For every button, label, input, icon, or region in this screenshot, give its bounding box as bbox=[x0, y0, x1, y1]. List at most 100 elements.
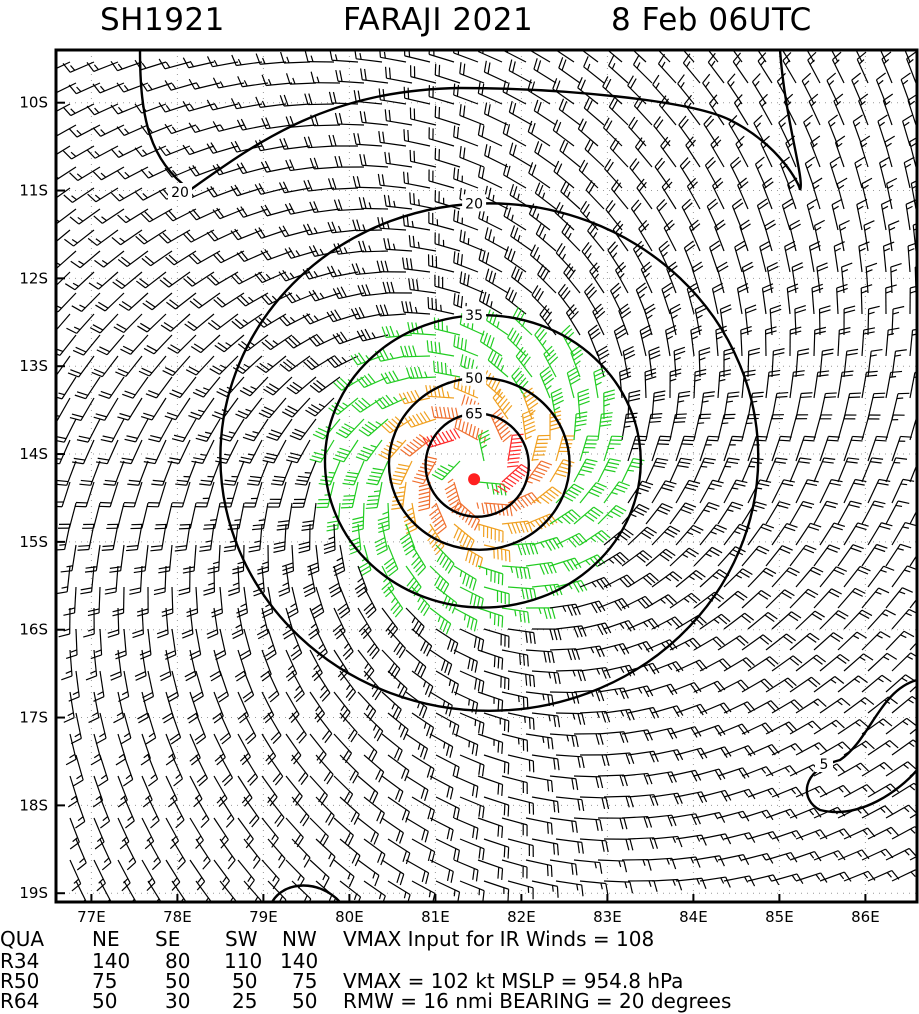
wind-barb bbox=[381, 859, 405, 886]
wind-barb bbox=[453, 167, 479, 189]
wind-barb bbox=[560, 181, 581, 210]
x-tick-label: 86E bbox=[851, 908, 880, 924]
wind-barb bbox=[147, 754, 159, 787]
wind-barb bbox=[384, 109, 413, 126]
wind-barb bbox=[837, 327, 851, 357]
wind-barb bbox=[171, 796, 185, 829]
wind-barb bbox=[549, 648, 581, 661]
wind-barb bbox=[795, 654, 827, 672]
wind-barb bbox=[699, 435, 720, 462]
wind-barb bbox=[151, 460, 173, 486]
wind-barb bbox=[630, 199, 647, 231]
wind-barb bbox=[95, 439, 119, 465]
wind-barb bbox=[907, 242, 917, 273]
wind-barb bbox=[285, 775, 303, 806]
wind-barb bbox=[703, 115, 719, 147]
wind-barb bbox=[483, 628, 510, 648]
wind-barb bbox=[453, 607, 478, 632]
wind-barb bbox=[577, 118, 599, 147]
wind-barb bbox=[867, 565, 895, 588]
wind-barb bbox=[867, 348, 883, 378]
wind-barb bbox=[503, 163, 527, 189]
wind-barb bbox=[905, 199, 917, 231]
wind-barb bbox=[819, 566, 848, 588]
wind-barb bbox=[185, 355, 215, 376]
wind-barb bbox=[79, 460, 101, 486]
wind-barb bbox=[57, 523, 71, 551]
wind-barb bbox=[358, 197, 389, 210]
wind-barb bbox=[92, 82, 125, 94]
wind-barb bbox=[549, 817, 578, 833]
wind-barb bbox=[425, 385, 455, 399]
wind-barb bbox=[110, 187, 143, 202]
wind-barb bbox=[171, 838, 186, 870]
wind-barb bbox=[651, 749, 684, 761]
stats-cell: 140 bbox=[92, 949, 131, 973]
wind-barb bbox=[304, 93, 335, 106]
wind-barb bbox=[87, 229, 119, 246]
wind-barb bbox=[206, 56, 239, 68]
wind-barb bbox=[477, 691, 504, 712]
wind-barb bbox=[285, 733, 302, 765]
wind-barb bbox=[813, 719, 845, 735]
wind-barb bbox=[778, 114, 791, 147]
wind-barb bbox=[795, 742, 828, 756]
wind-barb bbox=[903, 156, 915, 189]
wind-barb bbox=[181, 607, 194, 639]
wind-barb bbox=[212, 121, 245, 132]
wind-barb bbox=[509, 142, 533, 168]
wind-barb bbox=[747, 656, 779, 672]
wind-barb bbox=[651, 792, 683, 805]
wind-barb bbox=[608, 96, 629, 126]
wind-barb bbox=[525, 649, 555, 664]
wind-barb bbox=[405, 733, 429, 760]
wind-barb bbox=[326, 502, 341, 532]
wind-barb bbox=[484, 144, 509, 168]
wind-barb bbox=[704, 156, 719, 189]
wind-barb bbox=[207, 271, 239, 286]
wind-barb bbox=[215, 439, 239, 464]
wind-barb bbox=[158, 229, 191, 244]
wind-barb bbox=[891, 782, 917, 798]
wind-barb bbox=[699, 613, 731, 630]
wind-barb bbox=[184, 313, 215, 332]
wind-barb bbox=[230, 271, 263, 285]
wind-barb bbox=[813, 632, 844, 651]
wind-barb bbox=[507, 754, 535, 773]
wind-barb bbox=[109, 544, 125, 573]
wind-barb bbox=[529, 244, 551, 273]
wind-barb bbox=[231, 313, 263, 330]
wind-barb bbox=[833, 93, 845, 126]
wind-barb bbox=[771, 567, 800, 588]
storm-center-marker bbox=[468, 473, 481, 486]
wind-barb bbox=[579, 666, 611, 679]
wind-barb bbox=[332, 286, 365, 300]
wind-barb bbox=[281, 397, 311, 418]
wind-barb bbox=[711, 282, 724, 315]
wind-barb bbox=[57, 565, 71, 595]
wind-barb bbox=[477, 429, 491, 462]
stats-header-quadrant: QUA bbox=[0, 927, 45, 951]
wind-barb bbox=[459, 880, 485, 902]
wind-barb bbox=[856, 198, 868, 231]
wind-barb bbox=[381, 733, 403, 762]
wind-barb bbox=[164, 208, 197, 222]
wind-barb bbox=[861, 457, 884, 483]
x-tick-label: 80E bbox=[335, 908, 364, 924]
wind-barb bbox=[239, 628, 252, 661]
wind-barb bbox=[429, 817, 454, 842]
wind-barb bbox=[376, 260, 407, 273]
wind-barb bbox=[67, 355, 95, 378]
wind-barb bbox=[412, 455, 438, 485]
wind-barb bbox=[162, 355, 191, 377]
wind-barb bbox=[651, 661, 684, 673]
wind-contour bbox=[424, 412, 530, 518]
wind-barb bbox=[693, 855, 725, 867]
wind-barb bbox=[484, 185, 509, 210]
wind-barb bbox=[431, 406, 461, 420]
wind-barb bbox=[717, 501, 744, 525]
wind-barb bbox=[427, 254, 455, 273]
wind-barb bbox=[861, 177, 873, 210]
wind-barb bbox=[861, 500, 886, 525]
wind-barb bbox=[315, 838, 336, 868]
